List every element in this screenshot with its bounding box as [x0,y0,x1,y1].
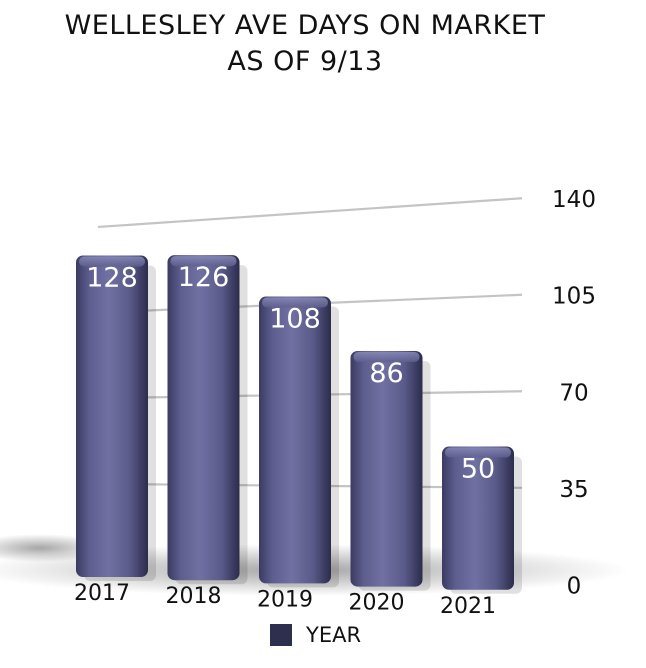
bar-2018 [167,255,240,581]
bar-2019 [259,296,331,584]
data-label: 108 [269,304,321,335]
legend: YEAR [270,622,361,648]
bar-2020 [350,350,423,587]
bar-top [353,351,420,362]
x-tick-label: 2020 [349,591,405,616]
y-tick-label: 70 [559,380,588,406]
bar-2021 [442,446,514,590]
y-tick-label: 35 [559,477,588,503]
data-label: 128 [86,262,138,293]
y-tick-label: 140 [552,187,596,213]
y-tick-label: 0 [567,573,582,599]
legend-label: YEAR [306,623,362,647]
bar-top [79,256,145,267]
bar-top [170,256,237,267]
bar-top [445,447,511,458]
legend-swatch [270,624,292,646]
bar-top [262,297,328,308]
gridline [97,197,523,229]
x-tick-label: 2017 [74,581,130,606]
bar-2017 [76,255,148,577]
data-label: 50 [461,454,495,485]
y-tick-label: 105 [552,284,596,310]
x-tick-label: 2019 [257,587,313,612]
x-tick-label: 2021 [440,594,496,619]
x-tick-label: 2018 [166,584,222,609]
chart-subtitle: AS OF 9/13 [227,46,383,77]
data-label: 126 [178,262,230,293]
data-label: 86 [369,358,403,389]
chart-title: WELLESLEY AVE DAYS ON MARKET [64,10,546,41]
